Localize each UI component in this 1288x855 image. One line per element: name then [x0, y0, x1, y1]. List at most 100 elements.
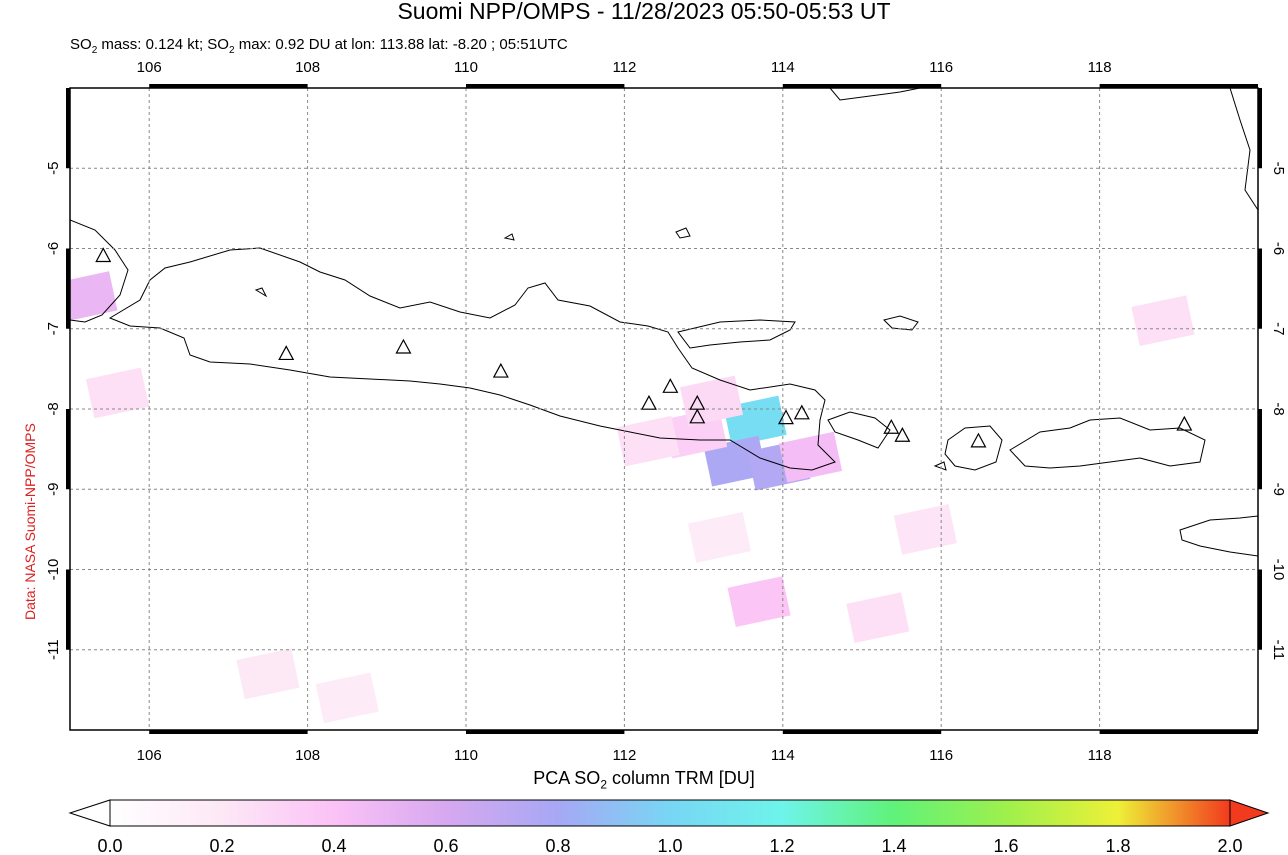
frame-tick-bars: [66, 84, 1262, 734]
subtitle-sub-2: 2: [228, 45, 235, 56]
left-frame-bar: [66, 248, 70, 329]
top-frame-bar: [466, 84, 625, 88]
so2-pixel: [85, 367, 150, 419]
lon-tick-label: 108: [295, 59, 320, 76]
bali-coastline: [827, 411, 891, 449]
lat-tick-label: -6: [45, 242, 62, 255]
colorbar: 0.0 0.2 0.4 0.6 0.8 1.0 1.2 1.4 1.6 1.8 2.0: [68, 799, 1270, 855]
madura-coastline: [677, 319, 796, 349]
borneo-coastline: [829, 88, 921, 101]
lon-tick-label: 118: [1088, 747, 1112, 764]
colorbar-gradient: [109, 799, 1231, 827]
colorbar-tick-label: 0.4: [321, 836, 346, 855]
volcano-markers: [95, 247, 1193, 448]
colorbar-tick-label: 1.4: [881, 836, 906, 855]
left-frame-bar: [66, 569, 70, 650]
volcano-marker: [95, 247, 112, 263]
lon-tick-label: 112: [612, 747, 636, 764]
lon-tick-label: 116: [929, 747, 953, 764]
volcano-marker: [894, 427, 911, 442]
lat-tick-label: -6: [1270, 242, 1287, 255]
right-frame-bar: [1258, 409, 1262, 490]
so2-pixel: [687, 512, 751, 563]
lon-tick-label: 106: [137, 747, 162, 764]
lat-tick-label: -10: [1270, 559, 1287, 581]
volcano-marker: [970, 432, 987, 448]
lon-tick-label: 116: [929, 59, 953, 76]
lat-tick-label: -7: [1270, 322, 1287, 335]
volcano-marker: [492, 362, 509, 378]
lat-tick-label: -5: [1270, 162, 1287, 175]
kangean-coastline: [883, 315, 919, 331]
subtitle-part-2: mass: 0.124 kt; SO: [97, 36, 229, 53]
nusa-penida-coastline: [933, 461, 947, 471]
colorbar-tick-label: 1.2: [769, 836, 794, 855]
java-coastline: [108, 247, 836, 471]
map-title: Suomi NPP/OMPS - 11/28/2023 05:50-05:53 …: [397, 0, 891, 24]
colorbar-tick-label: 0.0: [97, 836, 122, 855]
so2-pixel: [893, 503, 957, 555]
bottom-frame-bar: [782, 730, 942, 734]
volcano-marker: [777, 409, 794, 425]
top-frame-bar: [782, 84, 942, 88]
coastlines: [70, 88, 1258, 557]
so2-pixel: [70, 271, 118, 323]
sumatra-coastline: [70, 219, 129, 323]
top-frame-bar: [149, 84, 308, 88]
colorbar-high-arrow: [1229, 799, 1270, 827]
karimunjawa-coastline: [503, 233, 515, 241]
colorbar-title-part-2: column TRM [DU]: [607, 768, 755, 788]
sulawesi-coastline: [1229, 88, 1258, 211]
lon-tick-label: 110: [454, 59, 478, 76]
so2-pixel-layer: [70, 271, 1195, 724]
subtitle-part-3: max: 0.92 DU at lon: 113.88 lat: -8.20 ;…: [234, 36, 568, 53]
right-frame-bar: [1258, 248, 1262, 329]
colorbar-title-part-1: PCA SO: [533, 768, 601, 788]
colorbar-tick-label: 0.8: [545, 836, 570, 855]
volcano-marker: [689, 408, 706, 424]
so2-pixel: [1131, 295, 1195, 347]
sumba-coastline: [1179, 515, 1258, 557]
bottom-frame-bar: [1099, 730, 1258, 734]
lat-tick-label: -5: [45, 162, 62, 175]
subtitle-sub-1: 2: [91, 45, 98, 56]
top-frame-bar: [1099, 84, 1258, 88]
volcano-marker: [1176, 415, 1193, 431]
volcano-marker: [883, 418, 900, 434]
lat-tick-label: -8: [45, 402, 62, 415]
so2-pixel: [616, 415, 680, 467]
colorbar-low-arrow: [68, 799, 111, 827]
right-frame-bar: [1258, 88, 1262, 169]
so2-pixel: [236, 648, 300, 700]
lon-tick-label: 108: [295, 747, 320, 764]
colorbar-tick-label: 0.6: [433, 836, 458, 855]
so2-pixel: [315, 672, 379, 724]
so2-pixel: [727, 576, 791, 627]
lat-tick-label: -8: [1270, 402, 1287, 415]
so2-summary: SO2 mass: 0.124 kt; SO2 max: 0.92 DU at …: [70, 36, 568, 56]
colorbar-tick-label: 0.2: [209, 836, 234, 855]
lat-tick-label: -10: [45, 559, 62, 581]
volcano-marker: [662, 378, 679, 393]
lombok-coastline: [944, 425, 1003, 471]
lat-tick-label: -11: [45, 639, 62, 660]
lat-tick-label: -11: [1270, 639, 1287, 660]
lon-tick-label: 118: [1088, 59, 1112, 76]
left-frame-bar: [66, 409, 70, 490]
volcano-marker: [395, 338, 412, 354]
bottom-frame-bar: [149, 730, 308, 734]
lat-tick-label: -9: [45, 483, 62, 496]
colorbar-tick-label: 1.0: [657, 836, 682, 855]
axis-tick-labels: 106 106 108 108 110 110 112 112 114 114 116 116 118 1…: [45, 59, 1287, 764]
so2-pixel: [703, 435, 767, 487]
colorbar-title: PCA SO2 column TRM [DU]: [0, 768, 1288, 792]
gridlines: [70, 88, 1258, 730]
lon-tick-label: 114: [771, 747, 795, 764]
colorbar-title-sub: 2: [600, 777, 607, 792]
so2-pixel: [846, 592, 910, 644]
lon-tick-label: 112: [612, 59, 636, 76]
subtitle-part-1: SO: [70, 36, 92, 53]
colorbar-tick-label: 1.6: [993, 836, 1018, 855]
volcano-marker: [640, 394, 657, 410]
